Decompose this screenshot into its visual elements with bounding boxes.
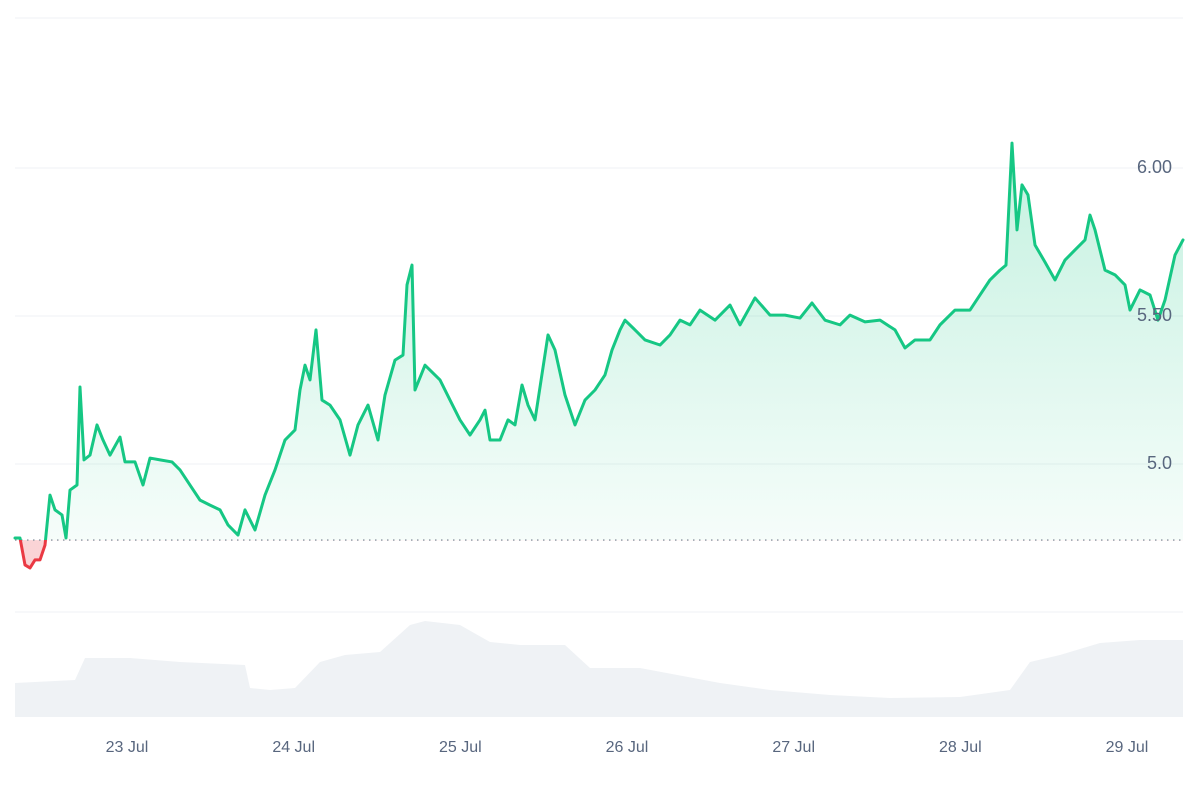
- x-tick-label: 27 Jul: [772, 739, 815, 756]
- x-tick-label: 28 Jul: [939, 739, 982, 756]
- x-tick-label: 25 Jul: [439, 739, 482, 756]
- y-tick-label: 6.00: [1137, 157, 1172, 177]
- y-tick-label: 5.50: [1137, 305, 1172, 325]
- x-tick-label: 29 Jul: [1106, 739, 1149, 756]
- x-tick-label: 23 Jul: [106, 739, 149, 756]
- price-line: [13, 141, 1185, 570]
- price-area: [15, 143, 1183, 568]
- x-tick-label: 26 Jul: [606, 739, 649, 756]
- volume-area: [15, 621, 1183, 717]
- x-tick-label: 24 Jul: [272, 739, 315, 756]
- y-tick-label: 5.0: [1147, 453, 1172, 473]
